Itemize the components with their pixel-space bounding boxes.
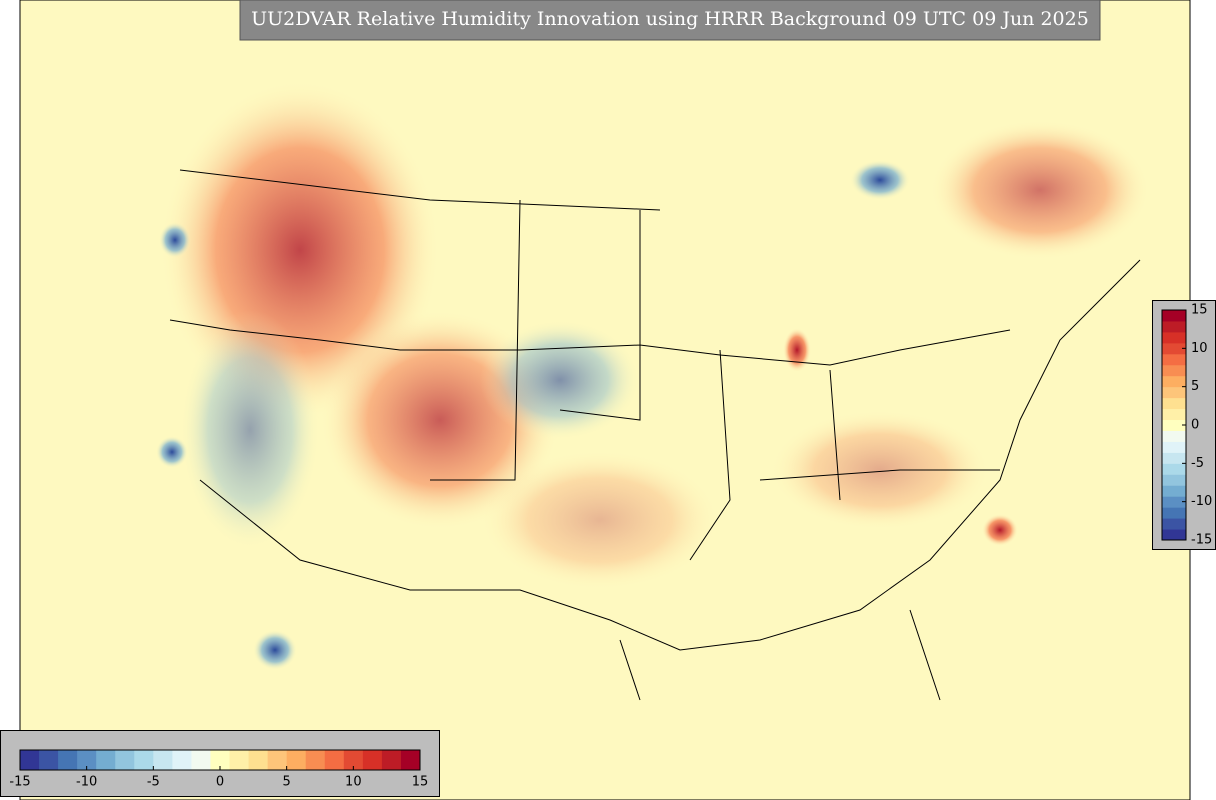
- color-swatch: [286, 750, 307, 770]
- tick-label: -10: [76, 775, 97, 790]
- color-swatch: [191, 750, 211, 770]
- tick-label: 5: [1191, 379, 1199, 394]
- color-swatch: [1162, 408, 1186, 421]
- color-swatch: [58, 750, 78, 770]
- color-swatch: [115, 750, 135, 770]
- color-swatch: [1162, 386, 1186, 399]
- color-swatch: [1162, 375, 1186, 388]
- color-swatch: [1162, 430, 1186, 442]
- color-swatch: [1162, 353, 1186, 366]
- color-swatch: [381, 750, 402, 770]
- color-swatch: [77, 750, 97, 770]
- color-swatch: [1162, 310, 1186, 322]
- tick-label: -15: [1191, 533, 1212, 548]
- tick-label: 0: [1191, 418, 1199, 433]
- field-blob: [982, 514, 1018, 546]
- color-swatch: [20, 750, 40, 770]
- color-swatch: [1162, 320, 1186, 333]
- color-swatch: [305, 750, 326, 770]
- map: [19, 0, 1191, 800]
- tick-label: 15: [1191, 303, 1208, 318]
- field-blob: [783, 328, 811, 372]
- color-swatch: [229, 750, 250, 770]
- color-swatch: [1162, 474, 1186, 486]
- color-swatch: [1162, 397, 1186, 410]
- tick-label: -10: [1191, 494, 1212, 509]
- color-swatch: [1162, 331, 1186, 344]
- color-swatch: [1162, 518, 1186, 530]
- field-blob: [253, 630, 297, 670]
- color-swatch: [172, 750, 192, 770]
- tick-label: -5: [1191, 456, 1204, 471]
- field-blob: [480, 320, 640, 440]
- color-swatch: [1162, 496, 1186, 508]
- color-swatch: [96, 750, 116, 770]
- colorbar-vertical: -15 -10 -5 0 5 10 15: [1161, 303, 1212, 548]
- tick-label: -5: [147, 775, 160, 790]
- boundaries: [169, 169, 1141, 701]
- field-blob: [180, 310, 320, 550]
- color-swatch: [1162, 485, 1186, 497]
- tick-label: -15: [9, 775, 30, 790]
- colorbar-horizontal: -15 -10 -5 0 5 10 15: [9, 749, 429, 790]
- color-swatch: [248, 750, 269, 770]
- tick-label: 10: [345, 775, 362, 790]
- color-swatch: [343, 750, 364, 770]
- color-swatch: [1162, 463, 1186, 475]
- color-swatch: [362, 750, 383, 770]
- tick-label: 5: [283, 775, 291, 790]
- tick-label: 10: [1191, 341, 1208, 356]
- color-swatch: [134, 750, 154, 770]
- field-blob: [850, 160, 910, 200]
- color-swatch: [267, 750, 288, 770]
- color-swatch: [1162, 529, 1186, 541]
- field-blob: [480, 450, 720, 590]
- color-swatch: [153, 750, 173, 770]
- color-swatch: [1162, 441, 1186, 453]
- color-swatch: [1162, 364, 1186, 377]
- field-blob: [930, 120, 1150, 260]
- color-swatch: [1162, 342, 1186, 355]
- field-blob: [156, 436, 188, 468]
- tick-label: 0: [216, 775, 224, 790]
- color-swatch: [1162, 452, 1186, 464]
- color-swatch: [1162, 507, 1186, 519]
- color-swatch: [39, 750, 59, 770]
- color-swatch: [400, 750, 421, 770]
- field-blob: [159, 222, 191, 258]
- tick-label: 15: [412, 775, 429, 790]
- color-swatch: [324, 750, 345, 770]
- title-box: [239, 0, 1101, 41]
- color-swatch: [210, 750, 231, 770]
- color-swatch: [1162, 419, 1186, 431]
- title: UU2DVAR Relative Humidity Innovation usi…: [251, 8, 1089, 30]
- field-blob: [770, 410, 990, 530]
